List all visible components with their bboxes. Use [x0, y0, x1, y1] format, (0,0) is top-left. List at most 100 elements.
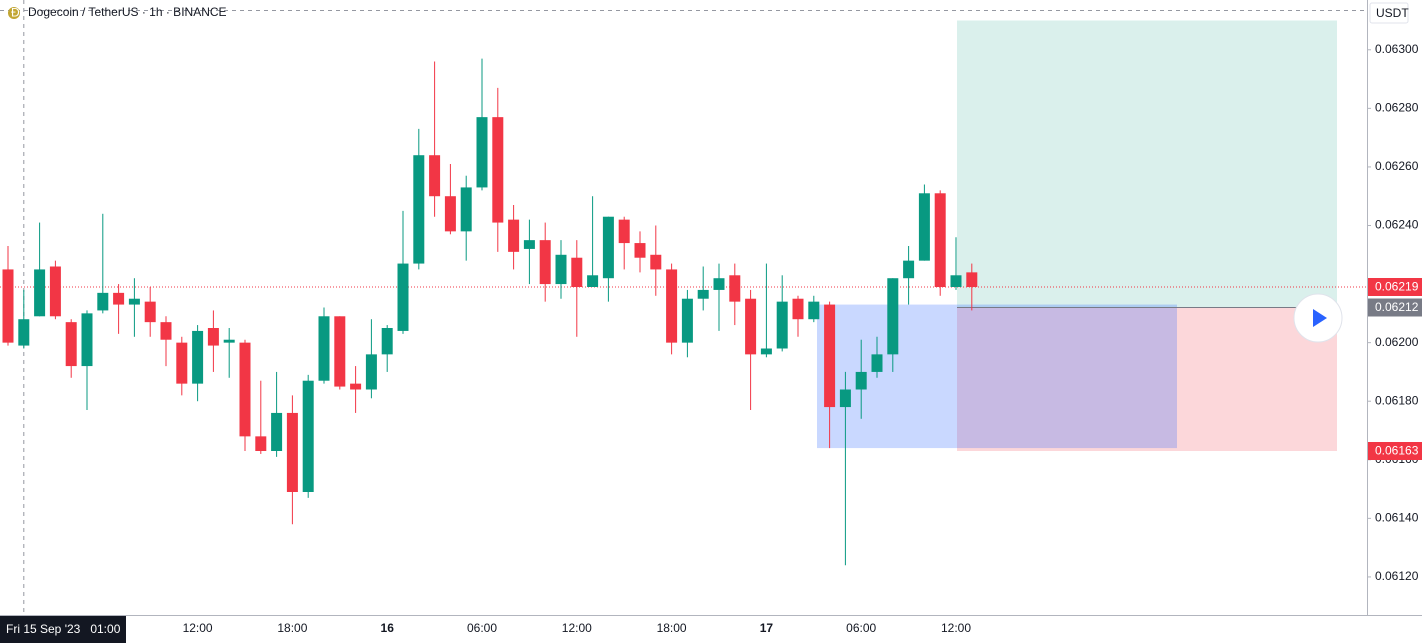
candle-body	[413, 155, 425, 264]
price-label: 0.06163	[1375, 444, 1419, 458]
x-tick-label: 18:00	[277, 621, 307, 635]
x-tick-label: 12:00	[941, 621, 971, 635]
candle-body	[365, 354, 377, 390]
crosshair-time-box	[0, 616, 126, 643]
candle-body	[871, 354, 883, 372]
y-tick-label: 0.06120	[1375, 569, 1419, 583]
candle-body	[729, 275, 741, 302]
candle-body	[318, 316, 330, 381]
plot-area	[0, 0, 1367, 615]
candle-body	[792, 298, 804, 320]
y-tick-label: 0.06300	[1375, 42, 1419, 56]
candle-body	[697, 289, 709, 299]
candle-body	[65, 322, 77, 367]
price-label-box	[1368, 442, 1422, 460]
candle-body	[824, 304, 836, 408]
range-zone	[817, 304, 1177, 449]
candle-body	[271, 412, 283, 451]
y-tick-label: 0.06260	[1375, 159, 1419, 173]
candle-body	[160, 322, 172, 340]
candle-body	[128, 298, 140, 305]
candle-body	[776, 301, 788, 349]
loss-zone	[957, 307, 1337, 451]
candle-body	[18, 319, 30, 346]
price-label: 0.06219	[1375, 280, 1419, 294]
candle-body	[571, 257, 583, 287]
currency-box[interactable]	[1369, 2, 1409, 24]
profit-zone	[957, 20, 1337, 308]
candle-body	[523, 240, 535, 249]
candle-body	[634, 243, 646, 258]
candle-body	[539, 240, 551, 285]
candle-body	[950, 275, 962, 287]
candle-body	[918, 193, 930, 261]
currency[interactable]: USDT	[1376, 6, 1409, 20]
candle-body	[444, 196, 456, 232]
candle-body	[745, 298, 757, 355]
price-label-box	[1368, 298, 1422, 317]
y-tick-label: 0.06200	[1375, 335, 1419, 349]
candle-body	[302, 380, 314, 492]
candle-body	[650, 254, 662, 270]
x-tick-label: 16	[381, 621, 395, 635]
y-tick-label: 0.06280	[1375, 101, 1419, 115]
candle-body	[97, 292, 109, 311]
play-icon[interactable]	[1313, 309, 1327, 327]
candle-body	[666, 269, 678, 343]
candle-body	[855, 371, 867, 390]
candle-body	[255, 436, 267, 451]
candle-body	[113, 292, 125, 305]
crosshair-time-label: Fri 15 Sep '23 01:00	[6, 622, 121, 636]
candle-body	[192, 330, 204, 384]
chart-title: Dogecoin / TetherUS · 1h · BINANCE	[28, 5, 227, 19]
candle-body	[966, 272, 978, 287]
candle-body	[903, 260, 915, 279]
candle-body	[176, 342, 188, 384]
x-tick-label: 17	[760, 621, 774, 635]
x-tick-label: 18:00	[657, 621, 687, 635]
y-tick-label: 0.06180	[1375, 393, 1419, 407]
candle-body	[350, 383, 362, 390]
candle-body	[555, 254, 567, 285]
candle-body	[207, 328, 219, 346]
candle-body	[381, 328, 393, 355]
candle-body	[49, 266, 61, 317]
candle-body	[587, 275, 599, 287]
time-axis: 12:00 18:00 16 06:00 12:00 18:00 17 06:00 12:00 F…	[0, 616, 971, 643]
candle-body	[508, 219, 520, 252]
candle-body	[223, 339, 235, 343]
candle-body	[397, 263, 409, 331]
candle-body	[760, 348, 772, 355]
candle-body	[2, 269, 14, 343]
candle-body	[286, 412, 298, 492]
coin-icon-letter: Ð	[11, 6, 20, 20]
y-tick-label: 0.06240	[1375, 218, 1419, 232]
x-tick-label: 12:00	[562, 621, 592, 635]
candle-body	[429, 155, 441, 197]
candle-body	[81, 313, 93, 367]
candle-body	[239, 342, 251, 437]
candle-body	[808, 301, 820, 320]
candle-body	[618, 219, 630, 244]
x-tick-label: 06:00	[846, 621, 876, 635]
candle-body	[34, 269, 46, 317]
candle-body	[934, 193, 946, 287]
price-label: 0.06212	[1375, 300, 1419, 314]
coin-icon	[8, 7, 20, 19]
candle-body	[144, 301, 156, 323]
candle-body	[602, 216, 614, 279]
candle-body	[887, 278, 899, 355]
price-label-box	[1368, 278, 1422, 296]
candle-body	[681, 298, 693, 343]
y-tick-label: 0.06140	[1375, 511, 1419, 525]
candle-body	[476, 117, 488, 188]
x-tick-label: 06:00	[467, 621, 497, 635]
candle-body	[839, 389, 851, 408]
candle-body	[460, 187, 472, 232]
price-axis: 0.061200.061400.061600.061800.062000.062…	[1367, 42, 1422, 583]
candle-body	[334, 316, 346, 387]
x-tick-label: 12:00	[183, 621, 213, 635]
